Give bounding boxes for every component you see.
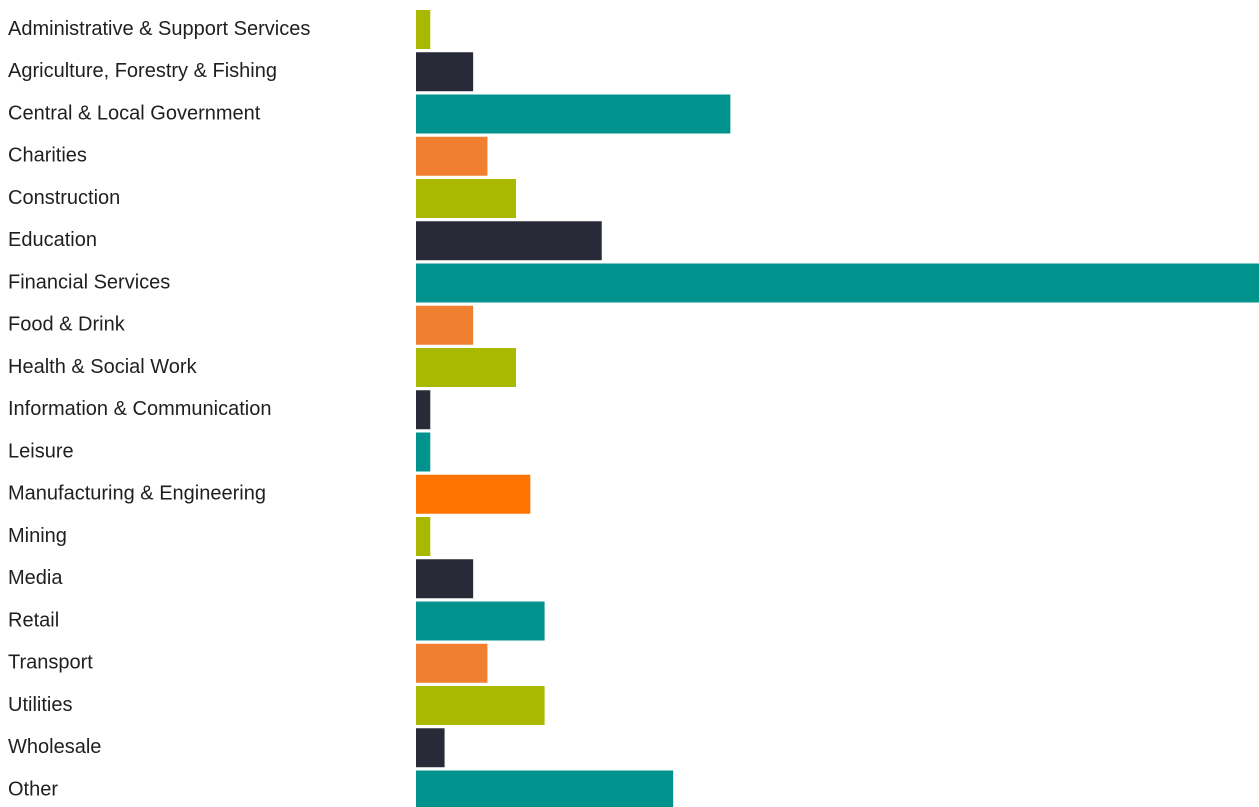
- bar: [416, 432, 431, 472]
- category-label: Central & Local Government: [8, 102, 261, 124]
- bars: [416, 10, 1259, 807]
- bar: [416, 305, 474, 345]
- bar: [416, 643, 488, 683]
- category-label: Charities: [8, 145, 87, 167]
- bar: [416, 94, 731, 134]
- bar: [416, 517, 431, 556]
- category-label: Education: [8, 229, 97, 251]
- bar: [416, 221, 602, 261]
- bar: [416, 390, 431, 430]
- category-label: Food & Drink: [8, 314, 126, 336]
- category-label: Construction: [8, 187, 120, 209]
- category-label: Transport: [8, 652, 93, 674]
- category-label: Retail: [8, 609, 59, 631]
- category-label: Other: [8, 778, 58, 800]
- bar: [416, 728, 445, 768]
- bar: [416, 559, 474, 599]
- category-label: Mining: [8, 525, 67, 547]
- category-label: Utilities: [8, 694, 72, 716]
- category-label: Media: [8, 567, 63, 589]
- category-label: Health & Social Work: [8, 356, 198, 378]
- bar: [416, 474, 531, 514]
- category-label: Agriculture, Forestry & Fishing: [8, 60, 277, 82]
- bar: [416, 179, 517, 218]
- bar: [416, 686, 545, 725]
- category-label: Wholesale: [8, 736, 101, 758]
- bar: [416, 601, 545, 641]
- bar: [416, 770, 674, 807]
- bar: [416, 52, 474, 92]
- bar: [416, 348, 517, 387]
- category-label: Financial Services: [8, 271, 170, 293]
- bar: [416, 10, 431, 49]
- category-labels: Administrative & Support Services Agricul…: [8, 18, 310, 801]
- bar: [416, 263, 1259, 303]
- category-label: Manufacturing & Engineering: [8, 483, 266, 505]
- category-label: Leisure: [8, 440, 74, 462]
- category-label: Information & Communication: [8, 398, 271, 420]
- category-label: Administrative & Support Services: [8, 18, 310, 40]
- bar: [416, 136, 488, 176]
